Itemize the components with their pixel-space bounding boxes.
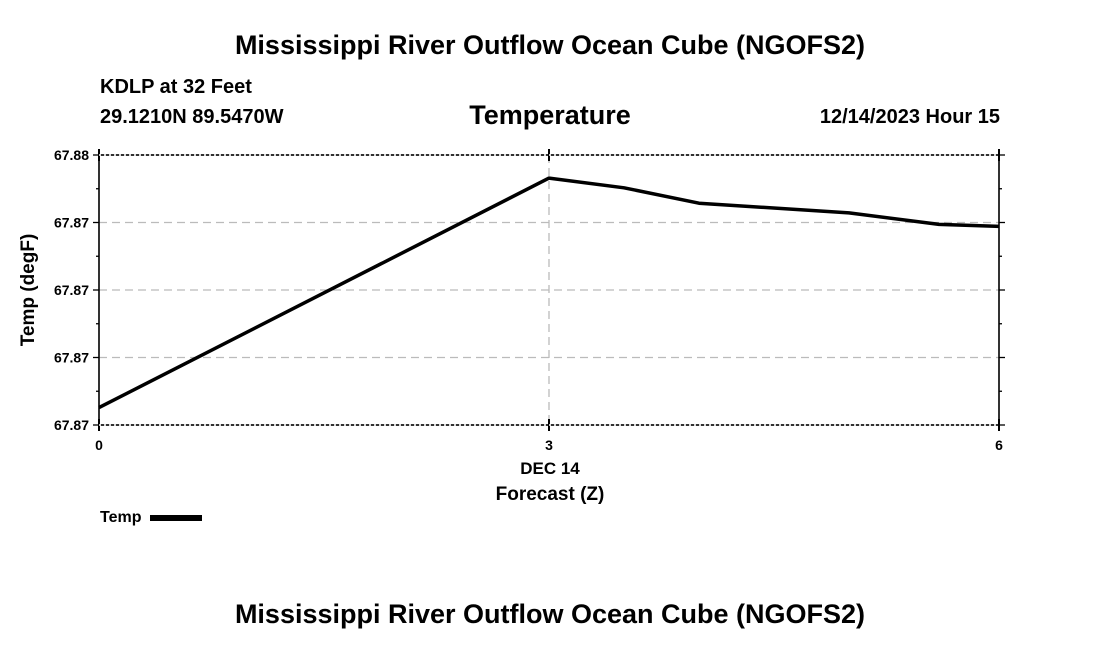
legend-swatch-temp: [150, 515, 203, 521]
x-date-label: DEC 14: [520, 459, 580, 478]
x-tick-label: 6: [995, 437, 1003, 453]
y-tick-labels: 67.87 67.87 67.87 67.87 67.88: [54, 147, 89, 433]
y-tick-label: 67.87: [54, 350, 89, 366]
x-axis-title: Forecast (Z): [496, 484, 605, 505]
timestamp-label: 12/14/2023 Hour 15: [819, 106, 1000, 128]
x-tick-label: 3: [545, 437, 553, 453]
top-border: [99, 154, 999, 426]
legend-label-temp: Temp: [100, 509, 142, 526]
station-label: KDLP at 32 Feet: [100, 76, 252, 98]
y-tick-label: 67.88: [54, 147, 89, 163]
series-temp-line: [98, 176, 1000, 410]
grid-layer: [99, 155, 999, 425]
footer-title: Mississippi River Outflow Ocean Cube (NG…: [234, 599, 866, 629]
y-tick-label: 67.87: [54, 417, 89, 433]
legend: Temp: [100, 509, 203, 527]
y-tick-label: 67.87: [54, 215, 89, 231]
y-axis-title: Temp (degF): [18, 234, 39, 347]
chart-title: Temperature: [469, 100, 631, 130]
y-tick-label: 67.87: [54, 282, 89, 298]
x-tick-labels: 0 3 6: [95, 437, 1003, 453]
coordinates-label: 29.1210N 89.5470W: [100, 106, 284, 128]
main-title: Mississippi River Outflow Ocean Cube (NG…: [234, 30, 866, 60]
x-tick-label: 0: [95, 437, 103, 453]
